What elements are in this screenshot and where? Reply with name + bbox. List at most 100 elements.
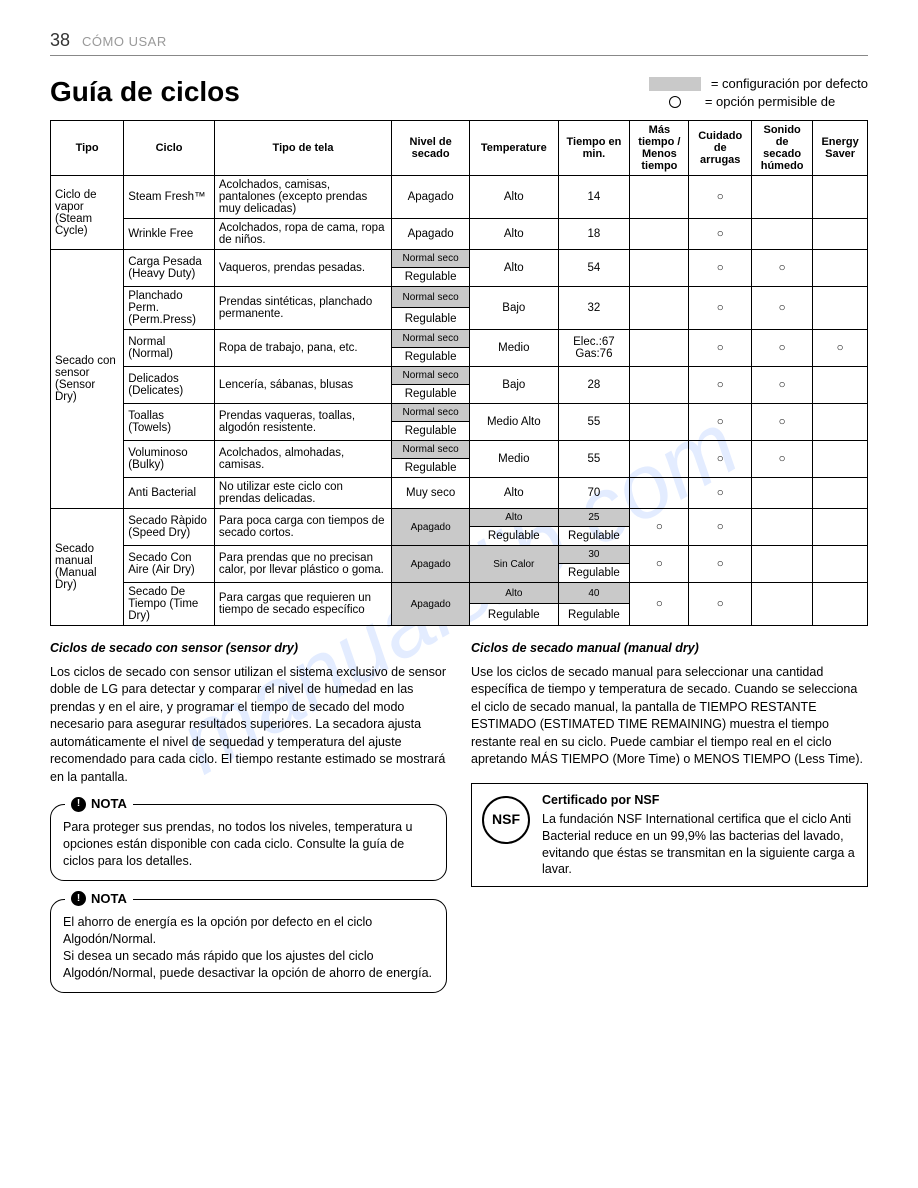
- cell: [630, 287, 689, 330]
- table-row: Planchado Perm. (Perm.Press) Prendas sin…: [51, 287, 868, 308]
- th-nivel: Nivel de secado: [392, 121, 470, 176]
- nota-label-text: NOTA: [91, 890, 127, 908]
- page-title: Guía de ciclos: [50, 76, 240, 108]
- cell: Steam Fresh™: [124, 176, 215, 219]
- cell: [752, 583, 813, 626]
- cell: Secado Con Aire (Air Dry): [124, 546, 215, 583]
- type-steam: Ciclo de vapor (Steam Cycle): [51, 176, 124, 250]
- cell: [630, 404, 689, 441]
- cell: ○: [752, 441, 813, 478]
- cell: 30: [558, 546, 630, 564]
- cell: ○: [752, 287, 813, 330]
- table-row: Secado De Tiempo (Time Dry) Para cargas …: [51, 583, 868, 604]
- sensor-dry-title: Ciclos de secado con sensor (sensor dry): [50, 640, 447, 658]
- cell: 54: [558, 250, 630, 287]
- info-icon: !: [71, 891, 86, 906]
- cell: Normal seco: [392, 441, 470, 459]
- cell: Normal seco: [392, 250, 470, 268]
- cell: Medio: [470, 441, 558, 478]
- cell: ○: [689, 478, 752, 509]
- cell: Regulable: [392, 268, 470, 287]
- cell: Alto: [470, 250, 558, 287]
- th-arrugas: Cuidado de arrugas: [689, 121, 752, 176]
- left-column: Ciclos de secado con sensor (sensor dry)…: [50, 640, 447, 992]
- table-row: Voluminoso (Bulky) Acolchados, almohadas…: [51, 441, 868, 459]
- cell: Normal (Normal): [124, 330, 215, 367]
- cell: [630, 330, 689, 367]
- cell: ○: [752, 404, 813, 441]
- cell: Acolchados, camisas, pantalones (excepto…: [214, 176, 391, 219]
- cell: 25: [558, 509, 630, 527]
- th-ciclo: Ciclo: [124, 121, 215, 176]
- cell: Regulable: [392, 459, 470, 478]
- cell: Acolchados, almohadas, camisas.: [214, 441, 391, 478]
- table-row: Ciclo de vapor (Steam Cycle) Steam Fresh…: [51, 176, 868, 219]
- cell: Planchado Perm. (Perm.Press): [124, 287, 215, 330]
- type-manual: Secado manual (Manual Dry): [51, 509, 124, 626]
- nsf-box: NSF Certificado por NSF La fundación NSF…: [471, 783, 868, 887]
- cell: Regulable: [392, 308, 470, 330]
- cell: [630, 478, 689, 509]
- right-column: Ciclos de secado manual (manual dry) Use…: [471, 640, 868, 992]
- nota-box-2: ! NOTA El ahorro de energía es la opción…: [50, 899, 447, 993]
- cell: [630, 441, 689, 478]
- section-name: CÓMO USAR: [82, 34, 167, 49]
- cell: Acolchados, ropa de cama, ropa de niños.: [214, 219, 391, 250]
- cell: Prendas vaqueras, toallas, algodón resis…: [214, 404, 391, 441]
- th-tela: Tipo de tela: [214, 121, 391, 176]
- body-columns: Ciclos de secado con sensor (sensor dry)…: [50, 640, 868, 992]
- cell: ○: [689, 219, 752, 250]
- cell: 14: [558, 176, 630, 219]
- nsf-logo-icon: NSF: [482, 796, 530, 844]
- cell: ○: [630, 509, 689, 546]
- cell: [813, 219, 868, 250]
- cell: Voluminoso (Bulky): [124, 441, 215, 478]
- cell: [813, 583, 868, 626]
- cell: Vaqueros, prendas pesadas.: [214, 250, 391, 287]
- cell: [813, 176, 868, 219]
- nsf-text: La fundación NSF International certifica…: [542, 811, 857, 879]
- cell: Bajo: [470, 287, 558, 330]
- table-row: Secado manual (Manual Dry) Secado Ràpido…: [51, 509, 868, 527]
- cell: 55: [558, 404, 630, 441]
- nota-label-text: NOTA: [91, 795, 127, 813]
- cell: Alto: [470, 219, 558, 250]
- table-row: Normal (Normal) Ropa de trabajo, pana, e…: [51, 330, 868, 348]
- cell: ○: [689, 367, 752, 404]
- info-icon: !: [71, 797, 86, 812]
- cell: ○: [689, 404, 752, 441]
- cell: Alto: [470, 509, 558, 527]
- th-tipo: Tipo: [51, 121, 124, 176]
- cell: Alto: [470, 583, 558, 604]
- cell: Regulable: [470, 527, 558, 546]
- cell: Lencería, sábanas, blusas: [214, 367, 391, 404]
- cell: [752, 219, 813, 250]
- legend-option-label: = opción permisible de: [705, 94, 835, 109]
- page-number: 38: [50, 30, 70, 51]
- table-row: Toallas (Towels) Prendas vaqueras, toall…: [51, 404, 868, 422]
- nota-box-1: ! NOTA Para proteger sus prendas, no tod…: [50, 804, 447, 881]
- cell: Apagado: [392, 509, 470, 546]
- cell: ○: [630, 546, 689, 583]
- cell: Regulable: [558, 604, 630, 626]
- cell: Alto: [470, 478, 558, 509]
- manual-dry-text: Use los ciclos de secado manual para sel…: [471, 664, 868, 769]
- cell: Regulable: [392, 348, 470, 367]
- table-row: Secado con sensor (Sensor Dry) Carga Pes…: [51, 250, 868, 268]
- th-sonido: Sonido de secado húmedo: [752, 121, 813, 176]
- nsf-title: Certificado por NSF: [542, 792, 857, 809]
- cell: [813, 441, 868, 478]
- cell: Carga Pesada (Heavy Duty): [124, 250, 215, 287]
- table-row: Secado Con Aire (Air Dry) Para prendas q…: [51, 546, 868, 564]
- cell: Bajo: [470, 367, 558, 404]
- cell: [752, 509, 813, 546]
- type-sensor: Secado con sensor (Sensor Dry): [51, 250, 124, 509]
- table-row: Delicados (Delicates) Lencería, sábanas,…: [51, 367, 868, 385]
- cell: [813, 404, 868, 441]
- cell: Secado De Tiempo (Time Dry): [124, 583, 215, 626]
- cell: ○: [689, 176, 752, 219]
- cell: Anti Bacterial: [124, 478, 215, 509]
- manual-dry-title: Ciclos de secado manual (manual dry): [471, 640, 868, 658]
- cell: Apagado: [392, 583, 470, 626]
- cycle-table: Tipo Ciclo Tipo de tela Nivel de secado …: [50, 120, 868, 626]
